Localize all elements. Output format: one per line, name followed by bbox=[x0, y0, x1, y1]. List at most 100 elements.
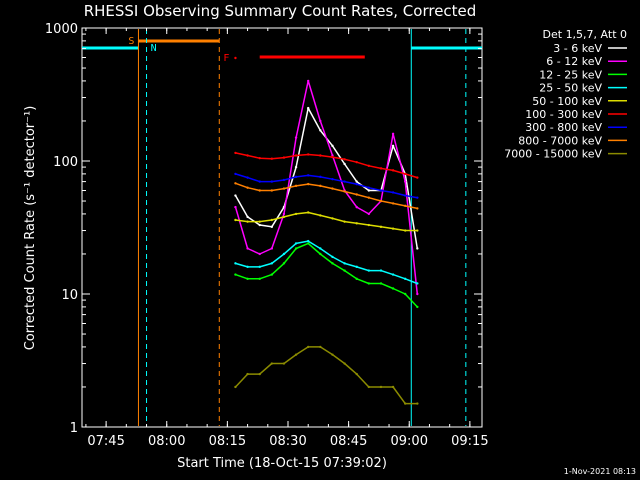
data-point bbox=[331, 262, 334, 265]
data-point bbox=[319, 119, 322, 123]
data-point bbox=[234, 182, 237, 185]
y-axis-label: Corrected Count Rate (s⁻¹ detector⁻¹) bbox=[23, 106, 38, 351]
data-point bbox=[416, 282, 419, 285]
data-point bbox=[282, 178, 286, 182]
data-point bbox=[319, 184, 322, 188]
data-point bbox=[246, 186, 249, 189]
data-point bbox=[319, 345, 322, 349]
data-point bbox=[258, 189, 261, 192]
data-point bbox=[379, 269, 383, 272]
data-point bbox=[343, 190, 346, 193]
data-point bbox=[234, 273, 237, 276]
series-line bbox=[235, 242, 418, 308]
data-point bbox=[282, 262, 286, 265]
data-point bbox=[282, 252, 286, 256]
data-point bbox=[258, 220, 261, 223]
data-point bbox=[404, 172, 407, 176]
data-point bbox=[282, 212, 286, 216]
data-point bbox=[270, 225, 274, 229]
data-point bbox=[343, 269, 346, 272]
data-point bbox=[246, 220, 249, 223]
data-point bbox=[391, 144, 395, 148]
data-point bbox=[307, 174, 310, 177]
data-point bbox=[404, 194, 407, 197]
data-point bbox=[307, 345, 310, 349]
y-tick-label: 100 bbox=[53, 155, 78, 170]
data-point bbox=[391, 227, 395, 230]
legend-entry-label: 6 - 12 keV bbox=[546, 55, 602, 68]
night-marker-label: N bbox=[151, 43, 157, 54]
data-point bbox=[416, 305, 419, 309]
data-point bbox=[391, 273, 395, 276]
data-point bbox=[282, 187, 286, 190]
data-point bbox=[343, 220, 346, 223]
data-point bbox=[331, 155, 334, 159]
legend-entry-label: 12 - 25 keV bbox=[539, 68, 602, 81]
data-point bbox=[416, 207, 419, 210]
x-tick-label: 08:00 bbox=[148, 434, 185, 449]
data-point bbox=[294, 184, 298, 188]
data-point bbox=[307, 79, 310, 83]
data-point bbox=[404, 204, 407, 208]
data-point bbox=[307, 211, 310, 214]
y-tick-label: 1 bbox=[70, 421, 78, 436]
data-point bbox=[416, 402, 419, 405]
data-point bbox=[343, 262, 346, 265]
data-point bbox=[234, 385, 237, 389]
data-point bbox=[367, 189, 371, 192]
data-point bbox=[331, 187, 334, 190]
data-point bbox=[319, 129, 322, 132]
data-point bbox=[404, 402, 407, 405]
data-point bbox=[258, 156, 261, 160]
data-point bbox=[319, 175, 322, 179]
data-point bbox=[331, 144, 334, 148]
data-point bbox=[234, 172, 237, 176]
data-point bbox=[282, 156, 286, 159]
data-point bbox=[355, 222, 358, 225]
data-point bbox=[270, 189, 274, 192]
axis-ticks: 07:45 08:00 08:15 08:30 08:45 09:00 09:15 1 10 10… bbox=[45, 22, 489, 449]
x-tick-label: 07:45 bbox=[87, 434, 124, 449]
data-point bbox=[270, 262, 274, 265]
data-point bbox=[246, 372, 249, 376]
data-point bbox=[367, 186, 371, 189]
data-point bbox=[270, 362, 274, 365]
data-point bbox=[404, 292, 407, 296]
data-point bbox=[294, 242, 298, 245]
data-point bbox=[307, 153, 310, 156]
data-point bbox=[319, 252, 322, 256]
flare-marker-dot bbox=[234, 56, 237, 60]
data-point bbox=[307, 242, 310, 245]
generation-timestamp: 1-Nov-2021 08:13 bbox=[564, 467, 636, 476]
data-point bbox=[307, 106, 310, 110]
data-point bbox=[294, 136, 298, 139]
data-point bbox=[319, 154, 322, 157]
legend-entry-label: 25 - 50 keV bbox=[539, 82, 602, 95]
data-point bbox=[234, 262, 237, 265]
data-point bbox=[234, 218, 237, 222]
data-point bbox=[355, 277, 358, 281]
plot-frame bbox=[81, 27, 483, 428]
data-point bbox=[367, 196, 371, 199]
data-point bbox=[246, 265, 249, 269]
x-tick-label: 08:15 bbox=[209, 434, 246, 449]
data-point bbox=[246, 277, 249, 281]
flare-marker-label: F bbox=[223, 53, 229, 64]
x-tick-label: 08:45 bbox=[330, 434, 367, 449]
data-point bbox=[404, 277, 407, 281]
data-point bbox=[258, 265, 261, 269]
instrument-intervals: S N F bbox=[82, 29, 482, 426]
data-point bbox=[367, 385, 371, 389]
data-point bbox=[307, 239, 310, 243]
data-point bbox=[391, 132, 395, 136]
data-point bbox=[234, 194, 237, 197]
y-tick-label: 10 bbox=[61, 288, 78, 303]
data-point bbox=[319, 247, 322, 250]
data-point bbox=[343, 180, 346, 183]
series-line bbox=[235, 211, 418, 232]
chart-title: RHESSI Observing Summary Count Rates, Co… bbox=[84, 2, 477, 20]
data-point bbox=[367, 223, 371, 227]
data-point bbox=[294, 154, 298, 157]
x-tick-label: 08:30 bbox=[269, 434, 306, 449]
